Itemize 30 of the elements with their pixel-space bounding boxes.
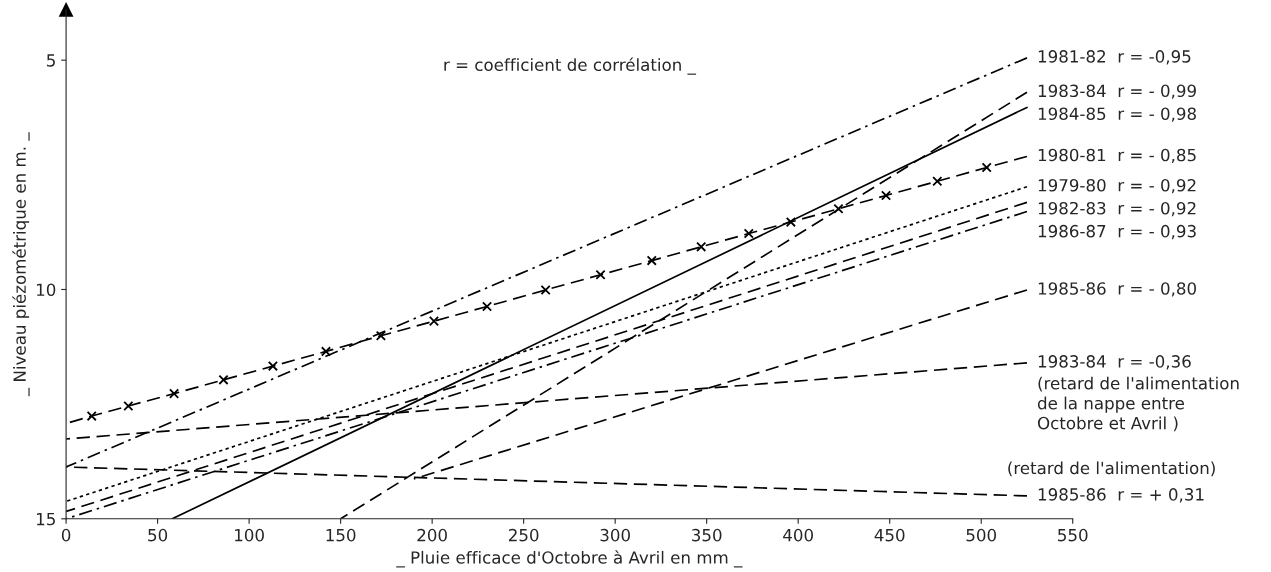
series-label: 1979-80 r = - 0,92 xyxy=(1038,178,1196,194)
y-axis-title: _ Niveau piézométrique en m. _ xyxy=(12,132,30,397)
x-tick-label: 300 xyxy=(600,528,630,542)
x-tick-label: 350 xyxy=(692,528,722,542)
y-tick-label: 10 xyxy=(36,283,56,297)
series-label: 1985-86 r = + 0,31 xyxy=(1038,488,1204,503)
annotation: r = coefficient de corrélation _ xyxy=(444,57,697,75)
x-tick-label: 250 xyxy=(508,528,539,542)
x-tick-label: 150 xyxy=(326,528,356,542)
series-label: 1986-87 r = - 0,93 xyxy=(1038,224,1196,240)
annotation: (retard de l'alimentation) xyxy=(1008,461,1215,477)
series-label: 1982-83 r = - 0,92 xyxy=(1038,201,1196,217)
x-tick-label: 200 xyxy=(417,528,447,542)
y-tick-label: 15 xyxy=(36,512,55,526)
y-tick-label: 5 xyxy=(47,54,55,67)
series-label: 1981-82 r = -0,95 xyxy=(1038,50,1191,65)
series-label: 1980-81 r = - 0,85 xyxy=(1038,148,1196,164)
series-label: 1984-85 r = - 0,98 xyxy=(1038,107,1196,122)
x-tick-label: 400 xyxy=(783,528,813,542)
series-label: 1983-84 r = - 0,99 xyxy=(1038,84,1196,99)
x-tick-label: 100 xyxy=(235,528,264,542)
x-tick-label: 450 xyxy=(874,528,905,542)
x-tick-label: 50 xyxy=(148,528,168,542)
series-label: 1983-84 r = -0,36 xyxy=(1038,355,1191,370)
x-tick-label: 0 xyxy=(61,528,71,542)
annotation: (retard de l'alimentation de la nappe entre Octobre et Avril ) xyxy=(1037,376,1239,432)
x-tick-label: 500 xyxy=(966,528,997,542)
x-axis-title: _ Pluie efficace d'Octobre à Avril en mm _ xyxy=(396,550,743,568)
series-label: 1985-86 r = - 0,80 xyxy=(1038,282,1196,297)
x-tick-label: 550 xyxy=(1058,528,1088,542)
